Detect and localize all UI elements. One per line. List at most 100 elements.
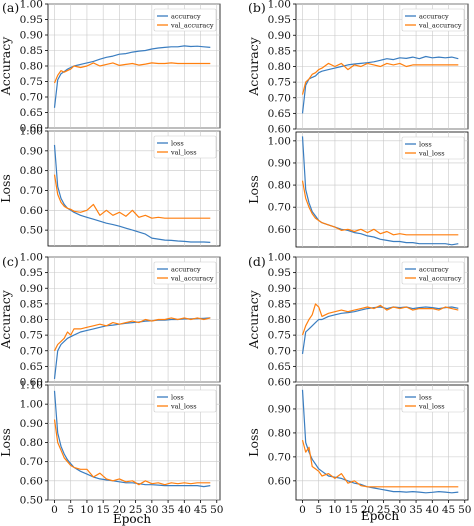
legend-box <box>153 389 217 413</box>
y-tick-label: 0.90 <box>268 283 291 295</box>
y-tick-label: 0.60 <box>20 123 43 135</box>
panel-c-loss: 0.50 0.60 0.70 0.80 0.90 1.00 1.10 0 5 10 15 20 25 30… <box>0 380 223 517</box>
y-tick-label: 0.70 <box>20 345 43 357</box>
x-tick-label: 15 <box>96 504 109 516</box>
y-tick-label: 0.95 <box>20 14 43 26</box>
legend-box <box>401 8 465 32</box>
x-tick-label: 40 <box>178 504 191 516</box>
y-tick-label: 0.60 <box>268 224 291 236</box>
x-tick-label: 50 <box>210 504 223 516</box>
y-tick-label: 0.60 <box>20 377 43 389</box>
panel-a-acc: 0.60 0.65 0.70 0.75 0.80 0.85 0.90 0.95 1.00 accu… <box>0 0 221 135</box>
panel-d-acc: 0.60 0.65 0.70 0.75 0.80 0.85 0.90 0.95 1.00 accu… <box>246 252 469 389</box>
y-tick-label: 0.85 <box>20 45 43 57</box>
y-tick-label: 1.10 <box>20 380 43 392</box>
x-tick-label: 25 <box>377 504 390 516</box>
series-line-val-accuracy <box>301 303 459 336</box>
legend-label: accuracy <box>171 266 201 274</box>
x-tick-label: 45 <box>442 504 455 516</box>
legend-label: val_loss <box>170 403 197 411</box>
panel-label: (a) <box>2 0 19 15</box>
y-tick-label: 0.80 <box>268 314 291 326</box>
y-tick-label: 0.90 <box>20 30 43 42</box>
panel-label: (b) <box>248 0 266 15</box>
y-axis-label: Accuracy <box>246 36 261 97</box>
y-tick-label: 1.00 <box>20 0 43 11</box>
y-tick-label: 0.60 <box>268 475 291 487</box>
y-tick-label: 1.00 <box>268 135 291 147</box>
y-tick-label: 0.80 <box>20 165 43 177</box>
y-tick-label: 0.65 <box>268 108 291 120</box>
y-tick-label: 0.90 <box>20 418 43 430</box>
y-tick-label: 0.60 <box>268 377 291 389</box>
y-axis-label: Loss <box>246 175 261 204</box>
series-line-val-accuracy <box>53 317 211 352</box>
x-tick-label: 20 <box>113 504 126 516</box>
y-axis-label: Accuracy <box>246 289 261 350</box>
x-tick-label: 10 <box>328 504 341 516</box>
x-axis-label-left: Epoch <box>113 512 151 526</box>
y-tick-label: 0.90 <box>268 157 291 169</box>
y-axis-label: Accuracy <box>0 289 13 350</box>
y-tick-label: 1.00 <box>20 399 43 411</box>
x-tick-label: 5 <box>67 504 74 516</box>
y-tick-label: 0.60 <box>20 475 43 487</box>
y-tick-label: 0.85 <box>268 298 291 310</box>
legend-label: val_loss <box>170 149 197 157</box>
series-line-accuracy <box>301 55 459 114</box>
y-tick-label: 0.65 <box>20 107 43 119</box>
legend-box <box>401 261 465 285</box>
y-tick-label: 0.80 <box>20 61 43 73</box>
legend-label: accuracy <box>419 13 449 21</box>
series-line-val-loss <box>301 439 459 488</box>
legend-label: accuracy <box>419 266 449 274</box>
legend-label: val_accuracy <box>170 275 214 283</box>
series-line-val-accuracy <box>53 62 211 84</box>
y-tick-label: 1.00 <box>268 252 291 264</box>
legend-label: loss <box>419 394 432 402</box>
y-tick-label: 0.70 <box>268 202 291 214</box>
y-tick-label: 1.00 <box>268 0 291 11</box>
y-axis-label: Loss <box>0 174 13 203</box>
y-tick-label: 0.65 <box>20 361 43 373</box>
y-tick-label: 0.90 <box>20 283 43 295</box>
x-tick-label: 25 <box>129 504 142 516</box>
series-line-val-loss <box>53 419 211 486</box>
y-tick-label: 0.75 <box>268 77 291 89</box>
y-tick-label: 0.80 <box>268 180 291 192</box>
series-line-loss <box>301 136 459 246</box>
y-tick-label: 0.70 <box>20 185 43 197</box>
legend-label: val_accuracy <box>418 22 462 30</box>
legend-label: loss <box>419 141 432 149</box>
y-tick-label: 0.95 <box>20 267 43 279</box>
y-tick-label: 0.75 <box>268 330 291 342</box>
legend-box <box>153 8 217 32</box>
x-tick-label: 35 <box>161 504 174 516</box>
panel-b-acc: 0.60 0.65 0.70 0.75 0.80 0.85 0.90 0.95 1.00 accu… <box>246 0 469 136</box>
y-tick-label: 0.80 <box>268 61 291 73</box>
x-tick-label: 0 <box>51 504 58 516</box>
legend-label: val_loss <box>418 403 445 411</box>
panel-label: (c) <box>2 254 19 269</box>
series-line-val-accuracy <box>301 62 459 95</box>
legend-label: val_loss <box>418 150 445 158</box>
y-tick-label: 0.50 <box>20 495 43 507</box>
y-tick-label: 0.80 <box>268 427 291 439</box>
y-axis-label: Accuracy <box>0 36 13 97</box>
panel-label: (d) <box>248 254 266 269</box>
y-tick-label: 0.70 <box>268 345 291 357</box>
legend-box <box>153 135 217 159</box>
x-tick-label: 15 <box>344 504 357 516</box>
y-tick-label: 0.95 <box>268 14 291 26</box>
legend-box <box>153 261 217 285</box>
y-tick-label: 1.00 <box>20 252 43 264</box>
legend-label: loss <box>171 394 184 402</box>
panel-c-acc: 0.60 0.65 0.70 0.75 0.80 0.85 0.90 0.95 1.00 accu… <box>0 252 221 389</box>
y-tick-label: 0.60 <box>268 124 291 136</box>
y-tick-label: 0.85 <box>268 45 291 57</box>
y-tick-label: 0.75 <box>20 330 43 342</box>
x-tick-label: 0 <box>299 504 306 516</box>
legend-label: val_accuracy <box>170 22 214 30</box>
